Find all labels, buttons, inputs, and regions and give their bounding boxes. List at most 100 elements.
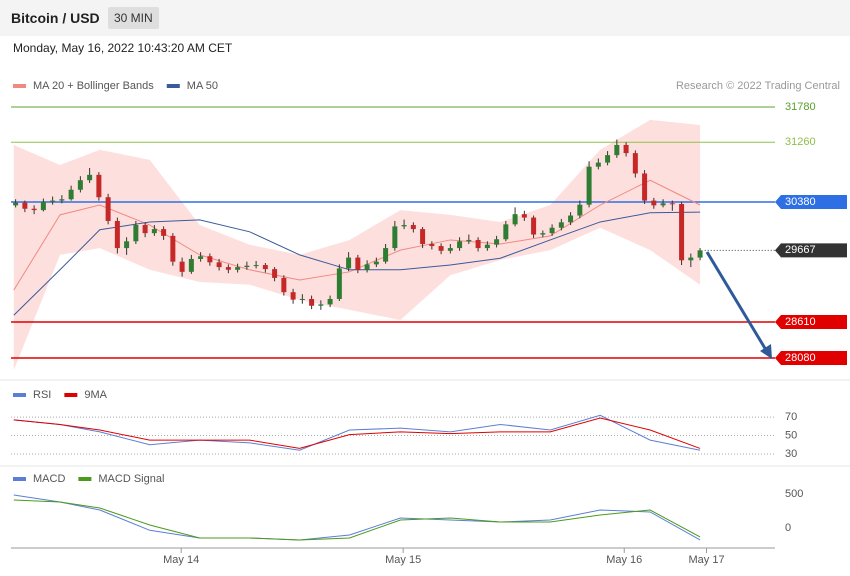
candle-body xyxy=(669,203,675,205)
candle-body xyxy=(503,224,509,240)
x-tick-label: May 16 xyxy=(606,554,642,566)
candle-body xyxy=(540,233,546,235)
legend-swatch xyxy=(13,84,26,88)
candle-body xyxy=(392,226,398,249)
candle-body xyxy=(679,203,685,261)
candle-body xyxy=(521,214,527,218)
candle-body xyxy=(244,265,250,268)
candle-body xyxy=(336,268,342,299)
forecast-arrow xyxy=(705,251,768,351)
timestamp: Monday, May 16, 2022 10:43:20 AM CET xyxy=(13,41,233,55)
candle-body xyxy=(87,174,93,181)
candle-body xyxy=(161,229,167,236)
candle-body xyxy=(68,189,74,200)
candle-body xyxy=(179,261,185,272)
legend-label: RSI xyxy=(33,389,51,401)
candle-body xyxy=(373,261,379,265)
candle-body xyxy=(290,292,296,300)
candle-body xyxy=(235,267,241,270)
level-label: 28080 xyxy=(785,352,816,364)
legend-swatch xyxy=(64,393,78,397)
candle-body xyxy=(549,227,555,234)
candle-body xyxy=(383,248,389,262)
candle-body xyxy=(346,257,352,269)
candle-body xyxy=(651,200,657,206)
candle-body xyxy=(281,277,287,293)
x-tick-label: May 15 xyxy=(385,554,421,566)
y-tick-label: 50 xyxy=(785,429,797,441)
candle-body xyxy=(40,201,46,211)
candle-body xyxy=(31,208,37,211)
level-tag xyxy=(775,194,847,209)
legend-swatch xyxy=(78,477,92,481)
candle-body xyxy=(262,265,268,270)
candle-body xyxy=(410,225,416,230)
y-tick-label: 500 xyxy=(785,488,803,500)
indicator-line xyxy=(13,414,701,451)
candle-body xyxy=(558,222,564,228)
y-tick-label: 70 xyxy=(785,411,797,423)
candle-body xyxy=(697,250,703,258)
candle-body xyxy=(142,225,148,234)
candle-body xyxy=(401,225,407,227)
candle-body xyxy=(457,241,463,249)
indicator-line xyxy=(13,494,701,541)
candle-body xyxy=(318,304,324,306)
legend-label: MACD Signal xyxy=(98,473,164,485)
level-tag xyxy=(775,315,847,330)
candle-body xyxy=(299,298,305,300)
candle-body xyxy=(577,204,583,216)
level-label: 31260 xyxy=(785,136,816,148)
candle-body xyxy=(484,244,490,249)
candle-body xyxy=(531,217,537,235)
legend-label: 9MA xyxy=(84,389,107,401)
bollinger-band xyxy=(13,119,701,371)
indicator-line xyxy=(13,417,701,449)
candle-body xyxy=(438,246,444,251)
candle-body xyxy=(512,214,518,225)
candle-body xyxy=(253,265,259,267)
level-label: 31780 xyxy=(785,101,816,113)
candle-body xyxy=(105,197,111,221)
candle-body xyxy=(198,256,204,259)
timeframe-button[interactable]: 30 MIN xyxy=(108,7,159,29)
candle-body xyxy=(623,144,629,154)
level-label: 29667 xyxy=(785,244,816,256)
candle-body xyxy=(309,298,315,306)
y-tick-label: 0 xyxy=(785,522,791,534)
credit: Research © 2022 Trading Central xyxy=(676,80,840,92)
candle-body xyxy=(355,257,361,270)
y-tick-label: 30 xyxy=(785,448,797,460)
candle-body xyxy=(660,203,666,206)
candle-body xyxy=(614,144,620,156)
candle-body xyxy=(605,155,611,163)
candle-body xyxy=(170,235,176,262)
candle-body xyxy=(151,229,157,234)
level-label: 28610 xyxy=(785,316,816,328)
x-tick-label: May 17 xyxy=(689,554,725,566)
candle-body xyxy=(420,229,426,245)
candle-body xyxy=(22,202,28,209)
level-tag xyxy=(775,243,847,258)
candle-body xyxy=(632,153,638,174)
candle-body xyxy=(96,174,102,198)
candle-body xyxy=(447,248,453,251)
candle-body xyxy=(688,257,694,261)
level-label: 30380 xyxy=(785,196,816,208)
legend-swatch xyxy=(13,477,26,481)
legend-label: MA 20 + Bollinger Bands xyxy=(33,80,154,92)
candle-body xyxy=(59,199,65,201)
candle-body xyxy=(568,215,574,223)
candle-body xyxy=(466,239,472,242)
candle-body xyxy=(364,264,370,270)
candle-body xyxy=(475,239,481,249)
candle-body xyxy=(494,239,500,245)
legend-swatch xyxy=(13,393,26,397)
candle-body xyxy=(327,298,333,305)
candle-body xyxy=(114,220,120,249)
candle-body xyxy=(124,241,130,249)
level-tag xyxy=(775,350,847,365)
candle-body xyxy=(586,166,592,205)
